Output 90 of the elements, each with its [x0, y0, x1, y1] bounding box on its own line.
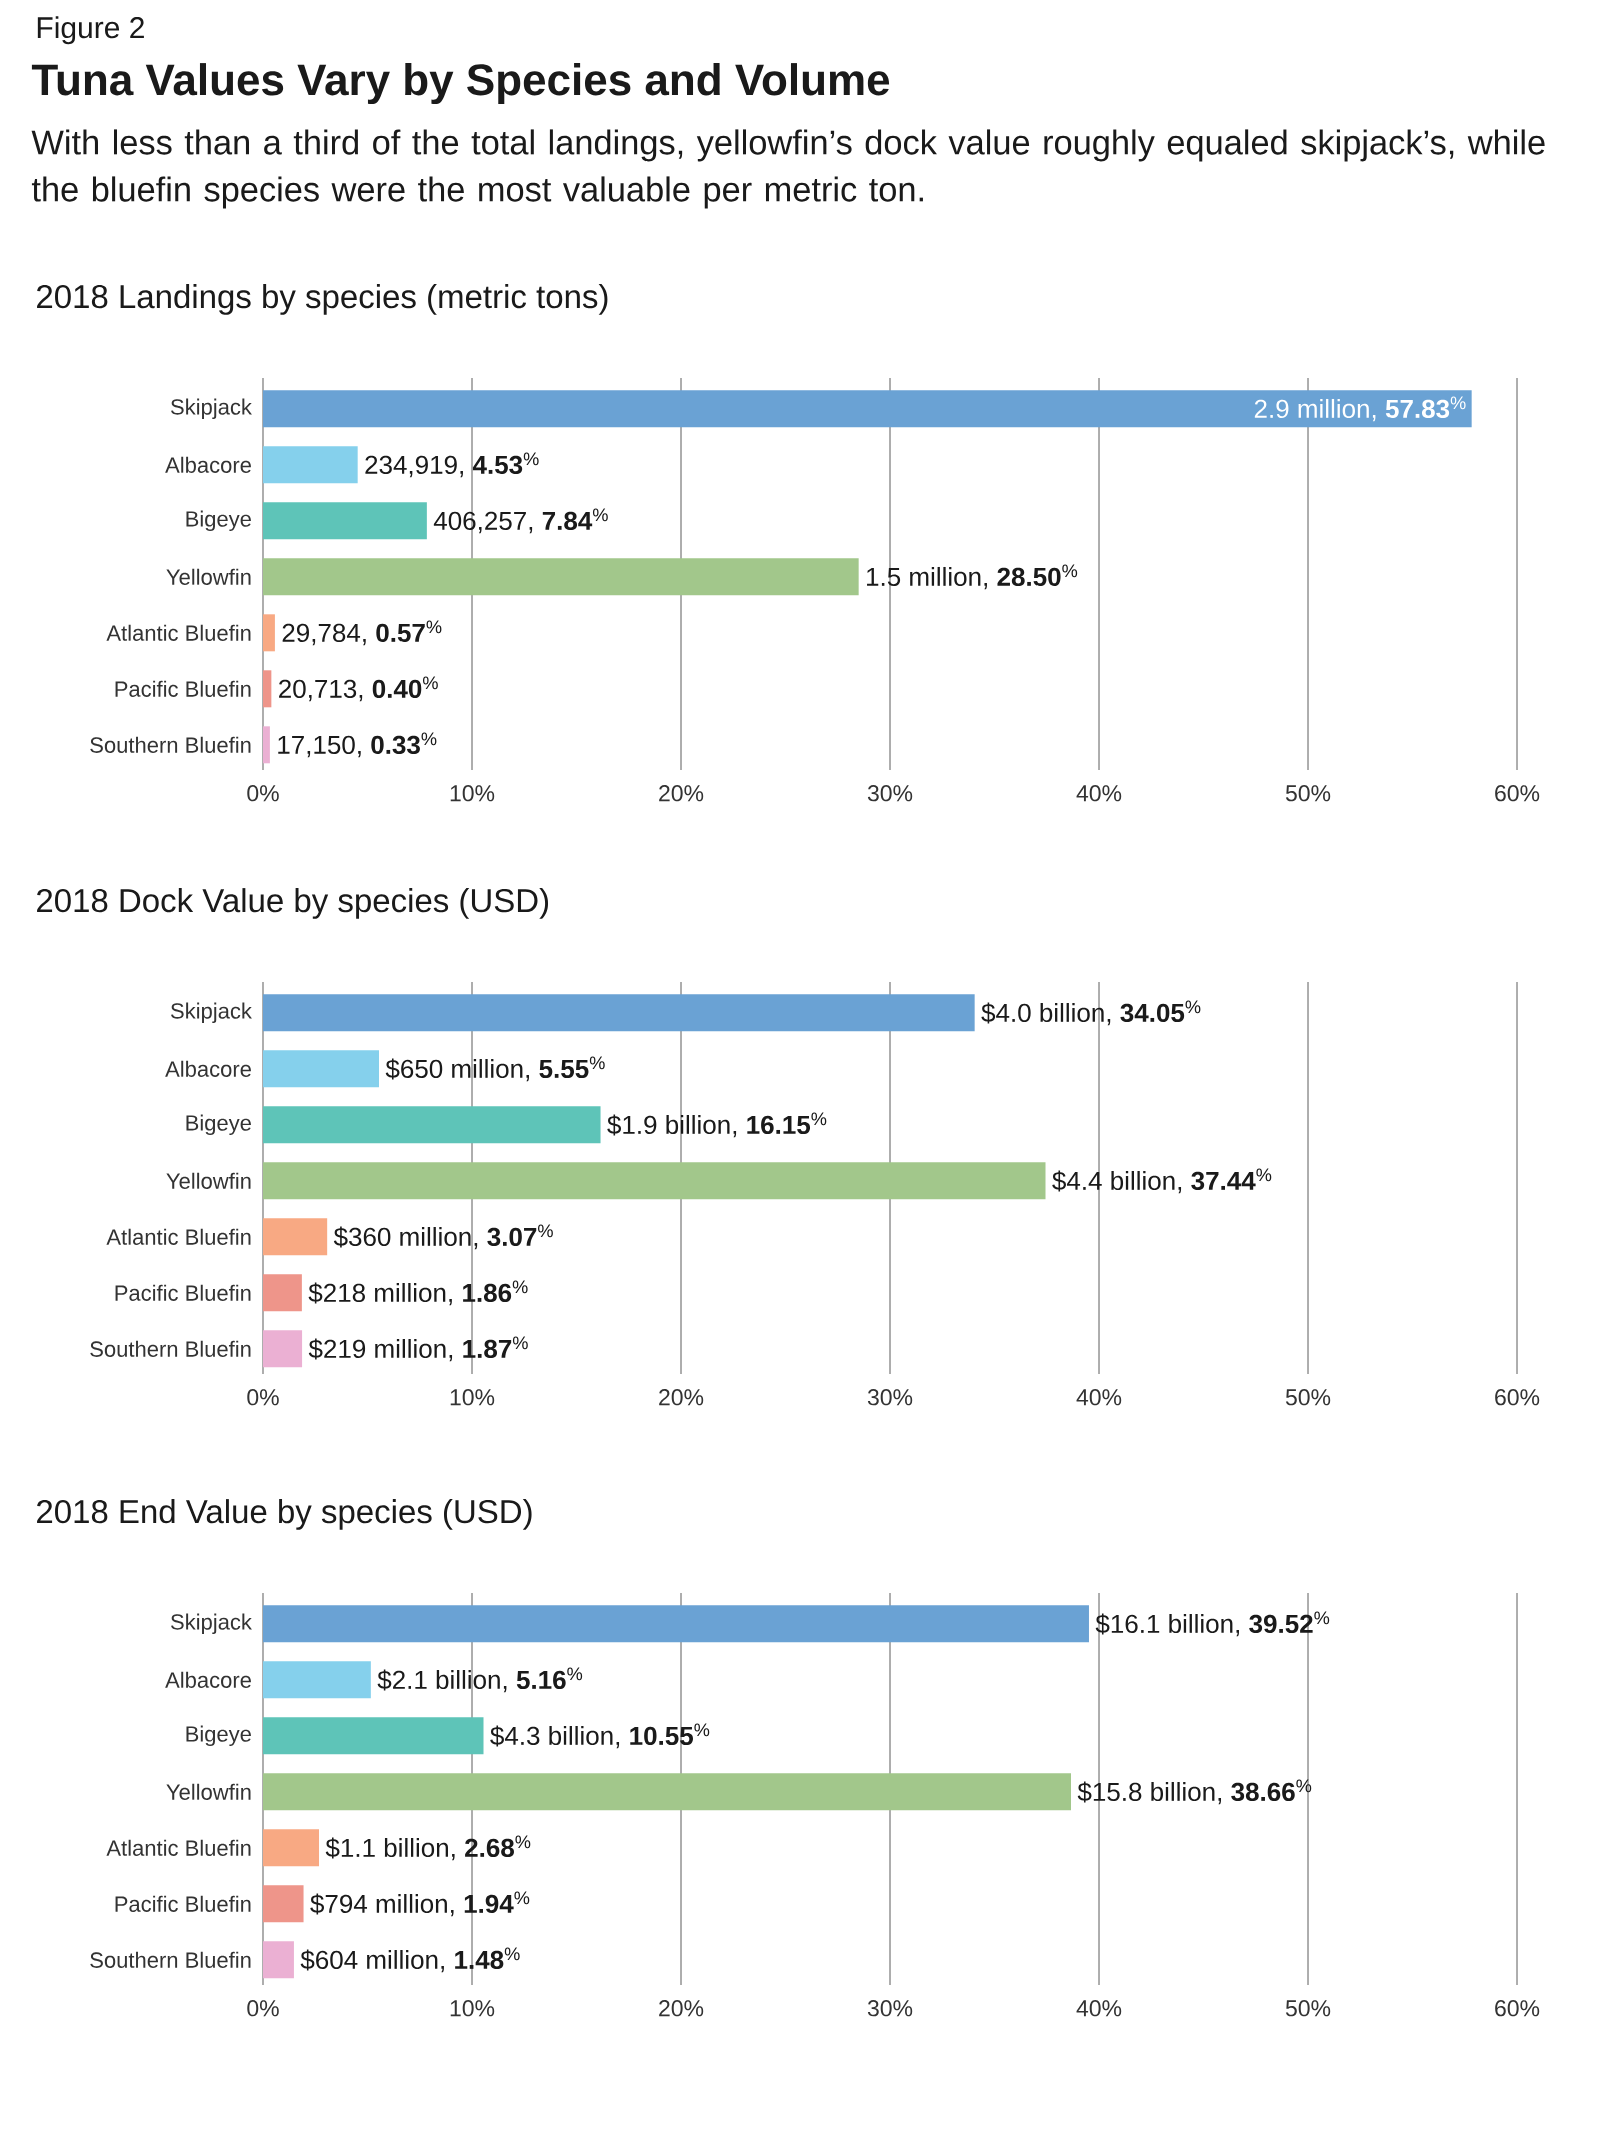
y-tick-label: Albacore [165, 456, 251, 473]
bar [263, 502, 427, 540]
bar [263, 1829, 320, 1867]
x-tick-label: 60% [1495, 785, 1540, 802]
y-tick-label: Atlantic Bluefin [106, 1228, 251, 1245]
chart-title: 2018 Landings by species (metric tons) [37, 284, 608, 315]
x-tick-label: 30% [867, 785, 913, 802]
bar [263, 1941, 294, 1979]
x-tick-label: 40% [1076, 2000, 1122, 2017]
bar [263, 614, 275, 652]
data-label: $4.3 billion, 10.55$^{%}$ [490, 1723, 710, 1749]
bar [263, 1605, 1089, 1643]
x-tick-label: 0% [247, 785, 279, 802]
chart-title: 2018 Dock Value by species (USD) [37, 888, 549, 919]
bar [263, 1661, 371, 1699]
data-label: 1.5 million, 28.50$^{%}$ [867, 564, 1078, 590]
data-label: $15.8 billion, 38.66$^{%}$ [1077, 1779, 1312, 1805]
y-tick-label: Albacore [165, 1060, 251, 1077]
x-tick-label: 20% [659, 785, 704, 802]
y-tick-label: Bigeye [186, 1725, 251, 1747]
y-tick-label: Atlantic Bluefin [106, 624, 251, 641]
caption: Figure 2 [37, 16, 144, 45]
x-tick-label: 50% [1285, 785, 1331, 802]
data-label: 20,713, 0.40$^{%}$ [279, 676, 438, 702]
x-tick-label: 60% [1495, 1389, 1540, 1406]
x-tick-label: 30% [867, 2000, 913, 2017]
text: With less than a third of the total landings, yellowfin’s dock value roughly equaled skipjack’s, while the bluefin species were the most valuable per metric ton. [31, 129, 1545, 209]
bar [263, 1717, 484, 1755]
text: Tuna Values Vary by Species and Volume [31, 63, 890, 105]
x-tick-label: 10% [450, 2000, 495, 2017]
y-tick-label: Skipjack [171, 398, 252, 420]
y-tick-label: Pacific Bluefin [115, 680, 251, 697]
data-label: $218 million, 1.86$^{%}$ [308, 1280, 528, 1306]
bar [263, 446, 358, 484]
data-label: $1.9 billion, 16.15$^{%}$ [607, 1112, 827, 1138]
x-tick-label: 40% [1076, 1389, 1122, 1406]
bar [263, 1050, 379, 1088]
x-tick-label: 40% [1076, 785, 1122, 802]
x-tick-label: 50% [1285, 1389, 1331, 1406]
y-tick-label: Southern Bluefin [90, 1951, 251, 1968]
y-tick-label: Southern Bluefin [90, 736, 251, 753]
bar [263, 994, 975, 1032]
x-tick-label: 60% [1495, 2000, 1540, 2017]
x-tick-label: 10% [450, 1389, 495, 1406]
data-label: $219 million, 1.87$^{%}$ [308, 1336, 528, 1362]
data-label: 29,784, 0.57$^{%}$ [282, 620, 442, 646]
y-tick-label: Yellowfin [166, 1783, 251, 1800]
data-label: 2.9 million, 57.83$^{%}$ [1254, 396, 1466, 422]
bar [263, 1773, 1071, 1811]
y-tick-label: Bigeye [186, 510, 251, 532]
x-tick-label: 20% [659, 1389, 704, 1406]
x-tick-label: 0% [247, 2000, 279, 2017]
y-tick-label: Skipjack [171, 1613, 252, 1635]
data-label: $650 million, 5.55$^{%}$ [385, 1056, 605, 1082]
bar [263, 1218, 328, 1256]
data-label: $794 million, 1.94$^{%}$ [310, 1891, 530, 1917]
bar [263, 390, 1472, 428]
data-label: 17,150, 0.33$^{%}$ [278, 732, 437, 758]
data-label: $2.1 billion, 5.16$^{%}$ [377, 1667, 583, 1693]
x-tick-label: 50% [1285, 2000, 1331, 2017]
y-tick-label: Atlantic Bluefin [106, 1839, 251, 1856]
bar [263, 1330, 303, 1368]
bar [263, 1162, 1046, 1200]
data-label: $4.4 billion, 37.44$^{%}$ [1052, 1168, 1272, 1194]
y-tick-label: Yellowfin [166, 568, 251, 585]
y-tick-label: Skipjack [171, 1002, 252, 1024]
data-label: $1.1 billion, 2.68$^{%}$ [325, 1835, 531, 1861]
y-tick-label: Bigeye [186, 1114, 251, 1136]
y-tick-label: Albacore [165, 1671, 251, 1688]
y-tick-label: Yellowfin [166, 1172, 251, 1189]
chart-title: 2018 End Value by species (USD) [37, 1499, 532, 1530]
bar [263, 1274, 302, 1312]
data-label: 234,919, 4.53$^{%}$ [365, 452, 539, 478]
data-label: 406,257, 7.84$^{%}$ [433, 508, 608, 534]
x-tick-label: 0% [247, 1389, 279, 1406]
y-tick-label: Southern Bluefin [90, 1340, 251, 1357]
data-label: $4.0 billion, 34.05$^{%}$ [981, 1000, 1201, 1026]
bar [263, 1106, 601, 1144]
data-label: $16.1 billion, 39.52$^{%}$ [1095, 1611, 1330, 1637]
x-tick-label: 10% [450, 785, 495, 802]
bar [263, 670, 272, 708]
x-tick-label: 30% [867, 1389, 913, 1406]
data-label: $360 million, 3.07$^{%}$ [333, 1224, 553, 1250]
bar [263, 1885, 304, 1923]
y-tick-label: Pacific Bluefin [115, 1895, 251, 1912]
data-label: $604 million, 1.48$^{%}$ [300, 1947, 520, 1973]
x-tick-label: 20% [659, 2000, 704, 2017]
bar [263, 726, 270, 764]
bar [263, 558, 859, 596]
y-tick-label: Pacific Bluefin [115, 1284, 251, 1301]
